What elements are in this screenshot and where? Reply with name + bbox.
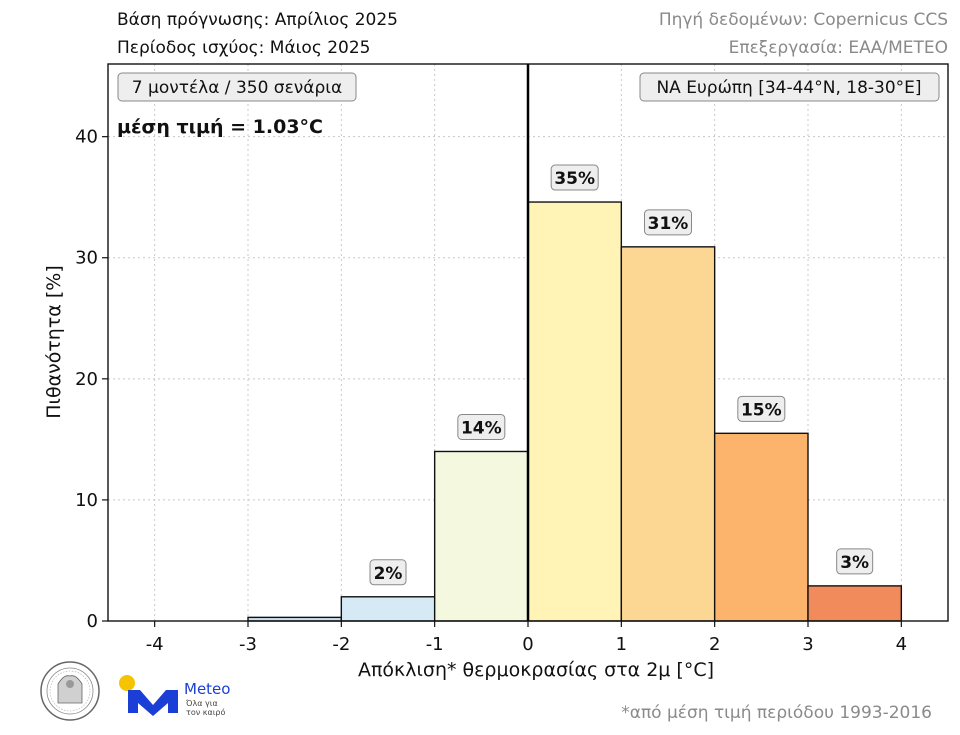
bar-value-label: 14%: [461, 418, 502, 438]
x-axis-label: Απόκλιση* θερμοκρασίας στα 2μ [°C]: [358, 659, 714, 681]
data-source-label: Πηγή δεδομένων: Copernicus CCS: [658, 10, 948, 30]
y-axis-label: Πιθανότητα [%]: [43, 265, 65, 418]
bar: [807, 585, 903, 622]
x-tick-label: -1: [426, 634, 444, 655]
histogram-bars: [247, 201, 903, 622]
y-tick-label: 20: [75, 369, 98, 390]
y-tick-label: 40: [75, 127, 98, 148]
bar-label-box: [737, 395, 786, 422]
bar-label-box: [836, 548, 874, 575]
bar-label-box: [457, 413, 506, 440]
x-tick-label: -3: [239, 634, 257, 655]
bar: [527, 201, 623, 622]
meteo-tagline-2: τον καιρό: [186, 707, 225, 717]
observatory-seal-logo: [40, 661, 100, 721]
bar: [433, 450, 529, 622]
processing-label: Επεξεργασία: ΕΑΑ/METEO: [728, 38, 948, 58]
x-tick-label: -2: [332, 634, 350, 655]
bar-value-label: 2%: [374, 564, 403, 584]
meteo-brand-text: Meteo: [184, 680, 230, 698]
y-tick-label: 30: [75, 248, 98, 269]
mean-value-text: μέση τιμή = 1.03°C: [117, 116, 323, 138]
x-tick-label: 4: [896, 634, 907, 655]
bar-value-label: 3%: [840, 553, 869, 573]
meteo-logo: Meteo Όλα για τον καιρό: [119, 675, 230, 717]
region-annotation: ΝΑ Ευρώπη [34-44°N, 18-30°E]: [639, 72, 940, 102]
bar-value-label: 15%: [741, 400, 782, 420]
bar: [620, 246, 716, 622]
reference-period-footnote: *από μέση τιμή περιόδου 1993-2016: [621, 703, 932, 723]
x-tick-label: 1: [616, 634, 627, 655]
ensemble-annotation: 7 μοντέλα / 350 σενάρια: [117, 72, 357, 102]
x-tick-label: 0: [522, 634, 533, 655]
bar-label-box: [550, 164, 599, 191]
x-tick-label: 2: [709, 634, 720, 655]
bar: [340, 596, 436, 622]
y-tick-label: 0: [87, 611, 98, 632]
validity-period-label: Περίοδος ισχύος: Μάιος 2025: [117, 38, 371, 58]
bar-value-labels: 2% 14% 35% 31% 15% 3%: [369, 164, 874, 586]
bar-value-label: 35%: [554, 169, 595, 189]
meteo-tagline-1: Όλα για: [185, 698, 218, 708]
x-tick-label: 3: [802, 634, 813, 655]
forecast-base-label: Βάση πρόγνωσης: Απρίλιος 2025: [117, 10, 398, 30]
bar-label-box: [369, 559, 407, 586]
x-tick-label: -4: [146, 634, 164, 655]
y-tick-label: 10: [75, 490, 98, 511]
bar-value-label: 31%: [648, 214, 689, 234]
ensemble-text: 7 μοντέλα / 350 σενάρια: [132, 78, 342, 98]
region-text: ΝΑ Ευρώπη [34-44°N, 18-30°E]: [656, 78, 921, 98]
bar: [713, 432, 809, 622]
bar-label-box: [644, 209, 692, 236]
